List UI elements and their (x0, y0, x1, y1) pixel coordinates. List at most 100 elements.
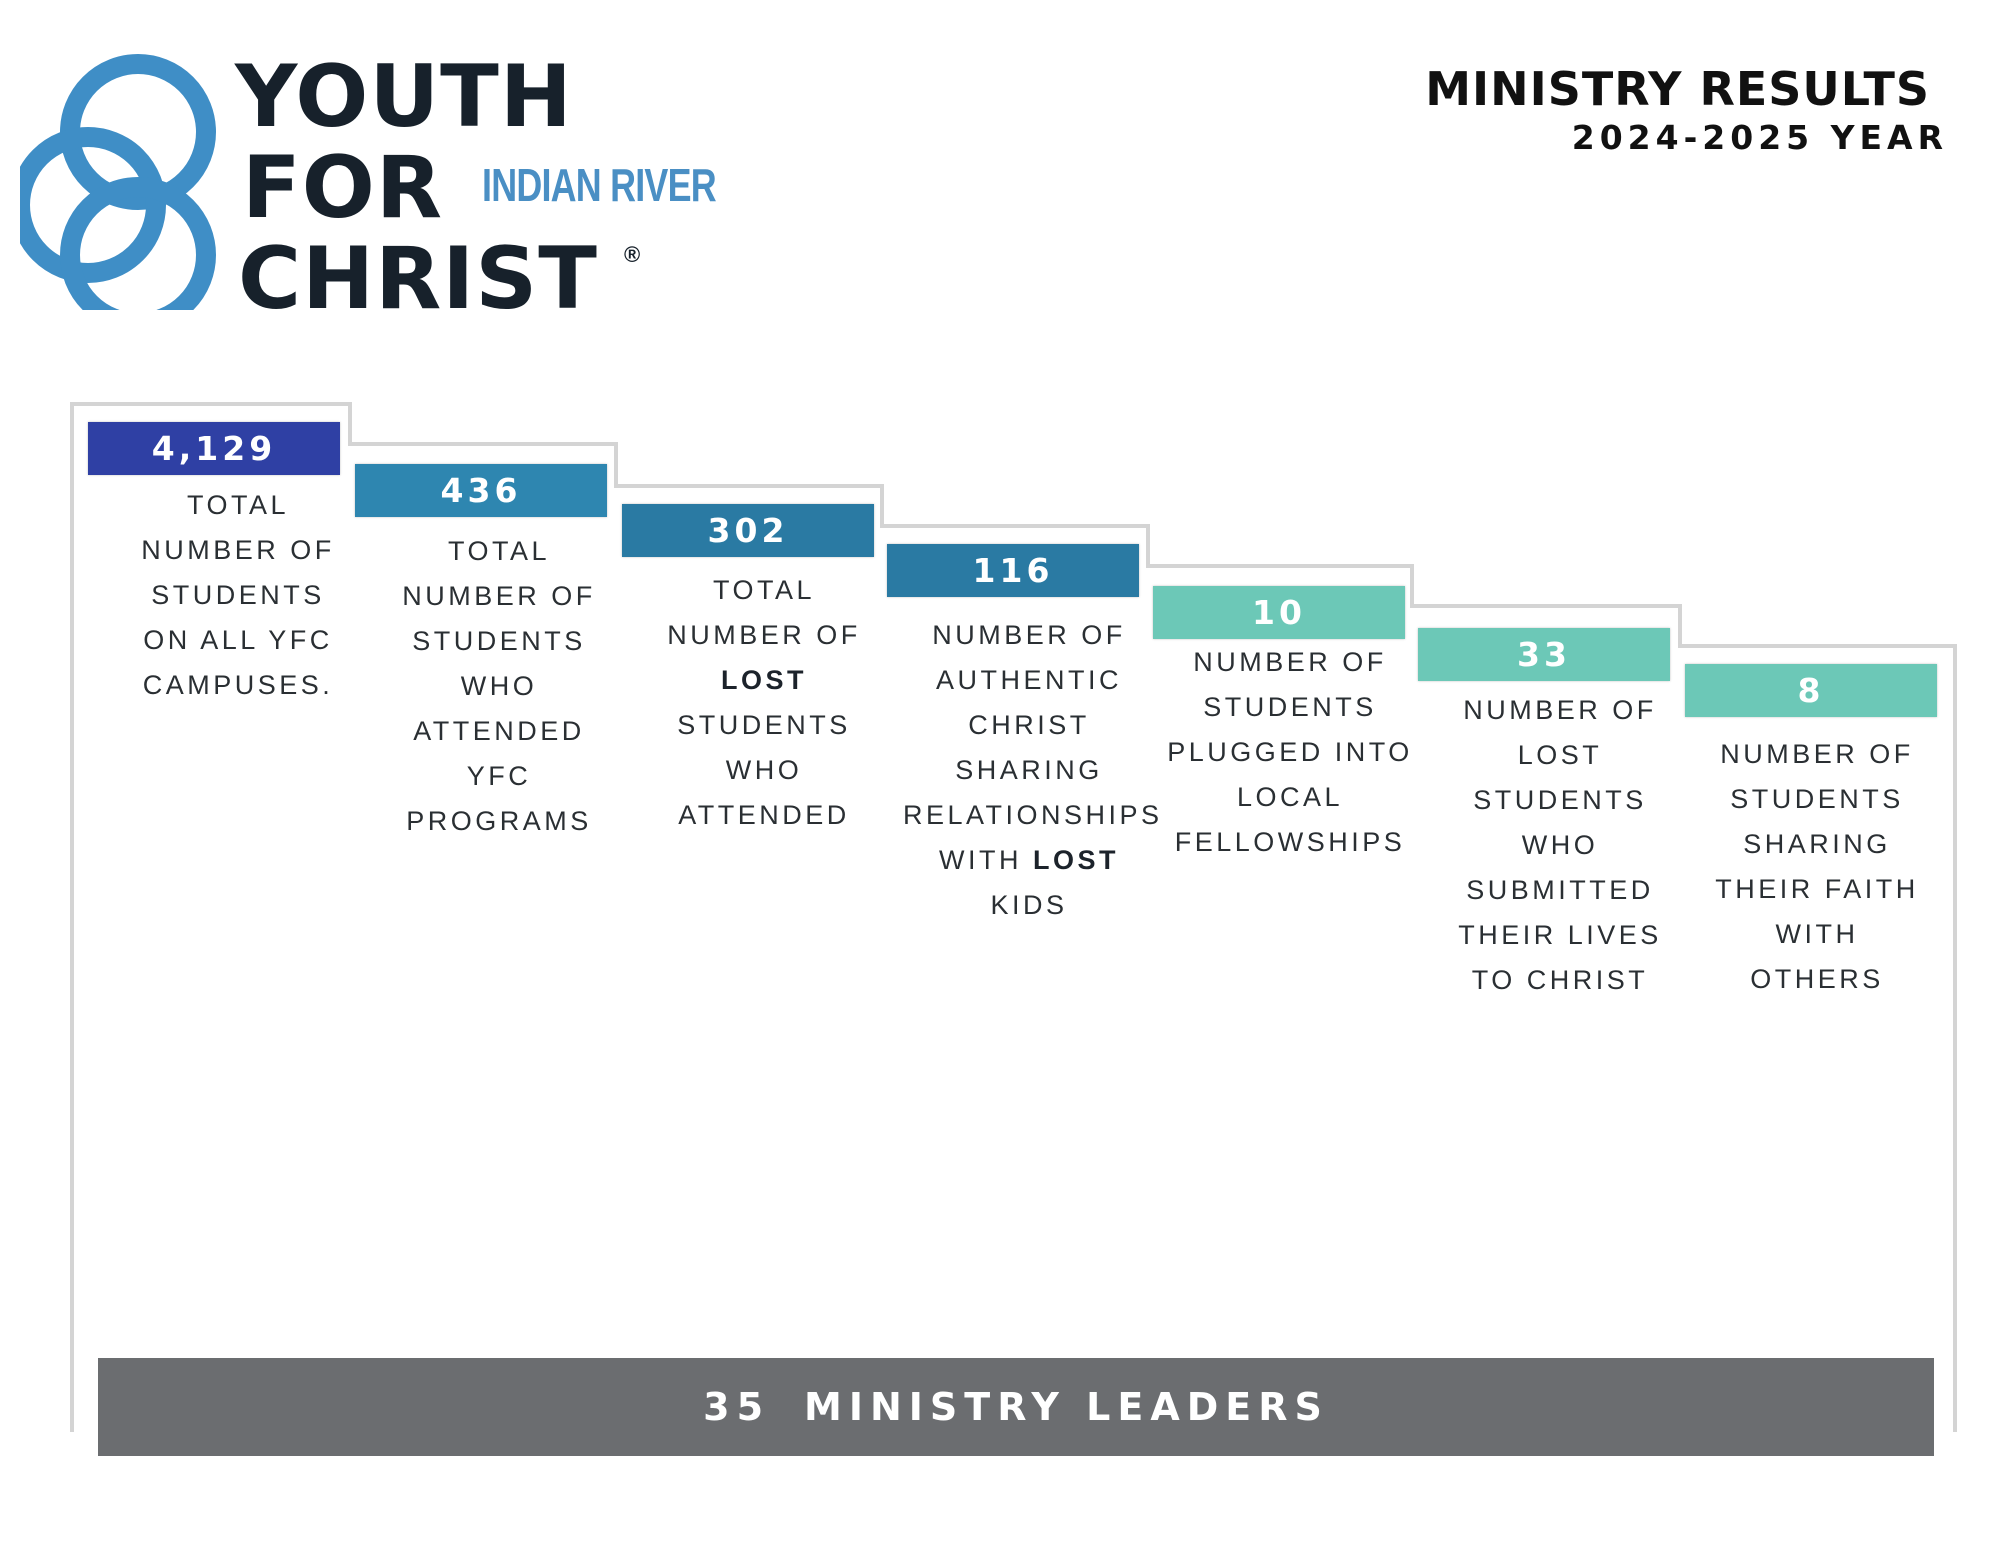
stat-description-line: KIDS (903, 883, 1155, 928)
stat-description: TOTAL NUMBER OF LOST STUDENTS WHO ATTENDED (638, 568, 890, 838)
stat-description: NUMBER OF LOST STUDENTS WHO SUBMITTED THEIR L… (1434, 688, 1686, 1003)
stat-description-line: STUDENTS (373, 619, 625, 664)
logo-word-for: FOR (242, 138, 444, 238)
stat-description-line: TO CHRIST (1434, 958, 1686, 1003)
description-text: CAMPUSES. (142, 670, 334, 700)
stat-description-line: NUMBER OF (903, 613, 1155, 658)
logo-chapter-name: INDIAN RIVER (482, 159, 717, 211)
description-text: PLUGGED INTO (1167, 737, 1413, 767)
description-text: SHARING (955, 755, 1103, 785)
stat-description-line: ATTENDED (638, 793, 890, 838)
yfc-logo: YOUTH FOR INDIAN RIVER CHRIST ® (20, 47, 717, 330)
description-text: NUMBER OF (932, 620, 1126, 650)
stat-description-line: NUMBER OF (373, 574, 625, 619)
description-text: NUMBER OF (1193, 647, 1387, 677)
description-text: STUDENTS (1730, 784, 1904, 814)
stat-description-line: SHARING (1691, 822, 1943, 867)
page-title: MINISTRY RESULTS (1425, 62, 1930, 116)
description-text: STUDENTS (677, 710, 851, 740)
stat-value-badge: 4,129 (88, 422, 340, 475)
stat-description-line: PLUGGED INTO (1164, 730, 1416, 775)
stat-value-badge: 302 (622, 504, 874, 557)
stat-value-badge: 10 (1153, 586, 1405, 639)
stat-description-line: ATTENDED (373, 709, 625, 754)
stat-description-line: CHRIST (903, 703, 1155, 748)
description-text: WITH (939, 845, 1033, 875)
description-text: WITH (1775, 919, 1859, 949)
stat-description-line: WITH (1691, 912, 1943, 957)
stat-description-line: RELATIONSHIPS (903, 793, 1159, 838)
stat-description-line: AUTHENTIC (903, 658, 1155, 703)
stat-description-line: STUDENTS (638, 703, 890, 748)
stat-description-line: LOST (638, 658, 890, 703)
description-text: STUDENTS (1473, 785, 1647, 815)
logo-word-youth: YOUTH (235, 47, 573, 147)
description-text: NUMBER OF (1720, 739, 1914, 769)
stat-description-line: STUDENTS (1691, 777, 1943, 822)
stat-description-line: YFC (373, 754, 625, 799)
description-text: ATTENDED (678, 800, 850, 830)
stat-description-line: NUMBER OF (1691, 732, 1943, 777)
stat-description-line: LOST (1434, 733, 1686, 778)
stat-description-line: NUMBER OF (1434, 688, 1686, 733)
emphasized-word: LOST (721, 665, 807, 695)
description-text: SHARING (1743, 829, 1891, 859)
stat-description-line: STUDENTS (1434, 778, 1686, 823)
description-text: TOTAL (447, 536, 551, 566)
stat-value-badge: 116 (887, 544, 1139, 597)
stat-description-line: SHARING (903, 748, 1155, 793)
stat-description-line: WHO (373, 664, 625, 709)
stat-description-line: STUDENTS (1164, 685, 1416, 730)
page-subtitle-year: 2024-2025 YEAR (1571, 118, 1948, 157)
description-text: FELLOWSHIPS (1174, 827, 1406, 857)
description-text: STUDENTS (1203, 692, 1377, 722)
stat-description-line: TOTAL (638, 568, 890, 613)
registered-mark: ® (624, 242, 641, 267)
description-text: WHO (460, 671, 538, 701)
stat-description-line: OTHERS (1691, 957, 1943, 1002)
stat-value-badge: 33 (1418, 628, 1670, 681)
description-text: PROGRAMS (406, 806, 592, 836)
stat-value-badge: 8 (1685, 664, 1937, 717)
description-text: RELATIONSHIPS (903, 800, 1163, 830)
ministry-leaders-label: MINISTRY LEADERS (804, 1385, 1329, 1429)
description-text: NUMBER OF (141, 535, 335, 565)
stat-description: NUMBER OF AUTHENTIC CHRIST SHARING RELATIONS… (903, 613, 1159, 928)
logo-word-christ: CHRIST (238, 229, 598, 329)
stat-description-line: SUBMITTED (1434, 868, 1686, 913)
description-text: NUMBER OF (667, 620, 861, 650)
stat-description-line: NUMBER OF (112, 528, 364, 573)
description-text: LOCAL (1236, 782, 1344, 812)
stat-description-line: LOCAL (1164, 775, 1416, 820)
stat-description-line: PROGRAMS (373, 799, 625, 844)
stat-description-line: WITH LOST (903, 838, 1155, 883)
description-text: WHO (1521, 830, 1599, 860)
description-text: WHO (725, 755, 803, 785)
stat-description-line: STUDENTS (112, 573, 364, 618)
stat-description: NUMBER OF STUDENTS PLUGGED INTO LOCAL FELLOW… (1164, 640, 1416, 865)
stat-description-line: NUMBER OF (1164, 640, 1416, 685)
description-text: AUTHENTIC (936, 665, 1122, 695)
stat-description-line: WHO (1434, 823, 1686, 868)
stat-description-line: ON ALL YFC (112, 618, 364, 663)
description-text: THEIR FAITH (1715, 874, 1919, 904)
stat-description-line: NUMBER OF (638, 613, 890, 658)
ministry-leaders-count: 35 (703, 1385, 771, 1429)
stat-description: NUMBER OF STUDENTS SHARING THEIR FAITH WITH O… (1691, 732, 1943, 1002)
stat-description-line: WHO (638, 748, 890, 793)
description-text: TOTAL (712, 575, 816, 605)
emphasized-word: LOST (1032, 845, 1119, 875)
stat-description-line: THEIR LIVES (1434, 913, 1686, 958)
description-text: TOTAL (186, 490, 290, 520)
stat-value-badge: 436 (355, 464, 607, 517)
stat-description-line: TOTAL (112, 483, 364, 528)
description-text: NUMBER OF (1463, 695, 1657, 725)
stat-description: TOTAL NUMBER OF STUDENTS ON ALL YFC CAMPUSES… (112, 483, 364, 708)
description-text: TO CHRIST (1471, 965, 1649, 995)
description-text: CHRIST (968, 710, 1090, 740)
stat-description: TOTAL NUMBER OF STUDENTS WHO ATTENDED YFC PROG… (373, 529, 625, 844)
description-text: STUDENTS (412, 626, 586, 656)
stat-description-line: THEIR FAITH (1691, 867, 1943, 912)
description-text: KIDS (990, 890, 1068, 920)
